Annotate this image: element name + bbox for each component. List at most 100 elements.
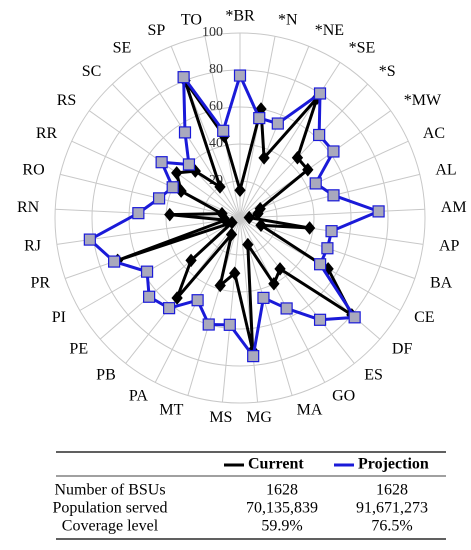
marker xyxy=(229,266,241,281)
r-tick-label: 80 xyxy=(209,62,223,77)
table-cell: 70,135,839 xyxy=(246,500,318,517)
marker xyxy=(108,255,121,268)
category-label: PA xyxy=(129,387,148,404)
spoke xyxy=(239,110,391,219)
marker xyxy=(242,237,254,252)
spoke xyxy=(239,217,259,403)
series-line xyxy=(116,79,354,353)
marker xyxy=(271,117,284,130)
marker xyxy=(313,128,326,142)
spoke xyxy=(79,217,241,311)
marker xyxy=(321,242,334,255)
marker xyxy=(255,218,267,233)
spoke xyxy=(239,46,310,219)
spoke xyxy=(55,208,241,219)
category-label: ES xyxy=(364,367,383,384)
marker xyxy=(234,183,246,198)
category-label: AM xyxy=(441,199,467,216)
spoke xyxy=(239,140,409,219)
marker xyxy=(302,162,314,177)
category-label: SE xyxy=(113,40,132,57)
spoke xyxy=(239,217,326,383)
marker xyxy=(164,207,176,222)
table-cell: 76.5% xyxy=(371,518,412,535)
r-tick-label: 60 xyxy=(209,99,223,114)
marker xyxy=(152,192,166,205)
marker xyxy=(178,126,192,139)
category-label: MA xyxy=(297,402,323,419)
category-label: PR xyxy=(30,274,50,291)
category-label: DF xyxy=(392,340,413,357)
category-label: GO xyxy=(332,387,355,404)
category-label: AP xyxy=(439,237,460,254)
category-label: PI xyxy=(52,309,66,326)
category-label: CE xyxy=(414,309,434,326)
category-label: MG xyxy=(246,409,272,426)
category-label: RN xyxy=(17,199,40,216)
marker xyxy=(217,124,230,137)
marker xyxy=(258,151,270,165)
spoke xyxy=(111,83,241,219)
spoke xyxy=(239,217,355,364)
category-label: *N xyxy=(278,11,298,28)
r-tick-label: 40 xyxy=(209,136,223,151)
table-cell: 1628 xyxy=(376,482,408,499)
table-cell: Number of BSUs xyxy=(54,482,165,499)
marker xyxy=(243,210,255,225)
marker xyxy=(143,290,156,303)
category-label: PB xyxy=(96,367,116,384)
marker xyxy=(309,177,322,190)
spoke xyxy=(71,140,241,219)
marker xyxy=(223,318,236,331)
legend-label: Current xyxy=(248,456,304,473)
marker xyxy=(327,189,340,202)
marker xyxy=(372,205,385,218)
marker xyxy=(182,158,196,171)
category-label: PE xyxy=(69,340,88,357)
marker xyxy=(247,350,260,363)
marker xyxy=(225,227,238,242)
marker xyxy=(280,302,293,315)
category-label: *S xyxy=(379,63,396,80)
marker xyxy=(191,294,204,307)
spoke xyxy=(139,62,241,219)
legend-label: Projection xyxy=(358,456,429,473)
category-label: AL xyxy=(435,161,456,178)
table-cell: Population served xyxy=(52,500,167,517)
marker xyxy=(314,258,327,271)
category-label: RJ xyxy=(24,237,41,254)
marker xyxy=(140,265,154,278)
marker xyxy=(171,166,183,180)
category-label: *NE xyxy=(315,22,344,39)
table-cell: 1628 xyxy=(266,482,298,499)
category-label: SP xyxy=(147,22,165,39)
marker xyxy=(233,69,247,82)
marker xyxy=(291,150,304,165)
category-label: SC xyxy=(82,63,102,80)
category-label: *MW xyxy=(404,92,442,109)
marker xyxy=(185,253,197,268)
category-label: MT xyxy=(159,402,183,419)
marker xyxy=(313,87,327,100)
table-cell: 59.9% xyxy=(261,518,302,535)
marker xyxy=(313,313,327,326)
marker xyxy=(171,291,183,305)
spoke xyxy=(60,173,241,219)
marker xyxy=(162,302,176,315)
table-cell: 91,671,273 xyxy=(356,500,428,517)
category-label: RR xyxy=(36,125,58,142)
spoke xyxy=(221,217,241,403)
marker xyxy=(83,233,96,246)
marker xyxy=(214,278,226,293)
table-cell: Coverage level xyxy=(62,518,159,535)
marker xyxy=(268,276,280,291)
marker xyxy=(155,156,168,169)
spoke xyxy=(187,217,241,396)
marker xyxy=(177,71,190,84)
category-label: *BR xyxy=(225,8,255,25)
marker xyxy=(216,206,228,221)
spoke xyxy=(239,83,369,219)
marker xyxy=(348,311,361,324)
category-label: TO xyxy=(181,11,202,28)
